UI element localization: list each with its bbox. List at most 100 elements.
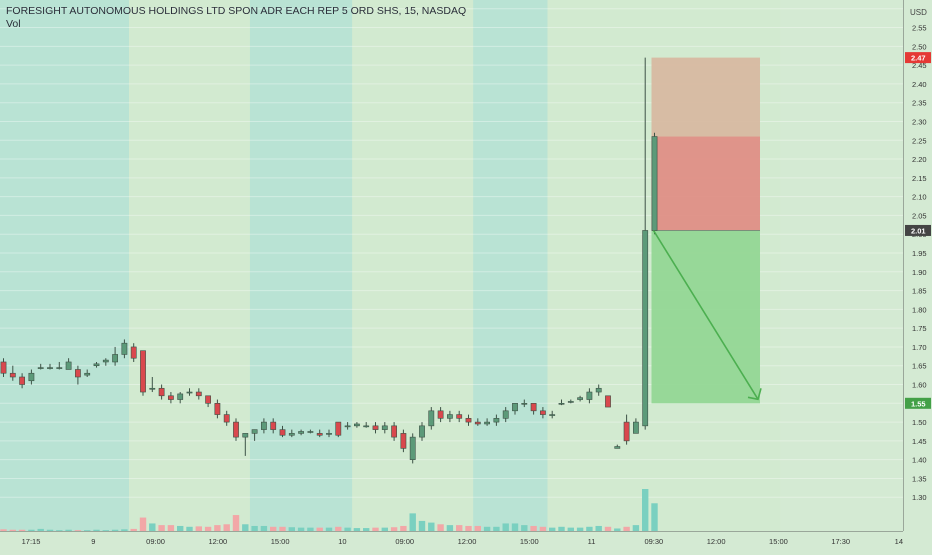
entry-price-tag[interactable]: 2.01 [911,226,926,235]
candle-body [279,429,286,436]
candle-body [512,403,518,412]
candle-body [47,367,53,369]
candle-body [530,403,537,412]
candle-body [558,403,565,405]
volume-bar [437,524,444,531]
candle-body [260,421,267,430]
candle-body [130,346,137,359]
volume-bar [177,525,184,531]
price-tick-label: 1.40 [912,456,927,465]
price-tick-label: 1.50 [912,418,927,427]
price-tick-label: 2.40 [912,80,927,89]
stop-loss-zone[interactable] [651,136,761,231]
time-tick-label: 10 [338,537,346,546]
price-tick-label: 1.70 [912,343,927,352]
candle-body [577,397,583,400]
volume-bar [353,528,361,531]
candle-body [437,410,444,419]
arrow-head[interactable] [747,388,762,401]
entry-price-tag-background[interactable] [905,224,931,236]
time-tick-label: 09:00 [146,537,165,546]
price-tick-label: 1.95 [912,249,927,258]
candle-body [344,425,351,428]
candle-body [37,367,44,369]
volume-bar [390,527,398,531]
session-band-b [129,0,250,531]
volume-bar [158,525,165,531]
candle-body [549,414,556,416]
target-price-tag-background[interactable] [905,397,931,409]
volume-bar [74,530,82,531]
candle-body [595,387,602,393]
volume-bar [297,527,305,531]
time-axis[interactable]: 17:15 9 09:00 12:00 15:00 10 09:00 12:00 15:00 11… [0,531,903,550]
candle-body [632,421,639,434]
time-tick-label: 17:15 [22,537,41,546]
volume-bar [483,526,491,531]
volume-bar [409,513,416,531]
candle-body [474,421,481,425]
candle-body [446,414,453,419]
volume-bar [632,525,640,531]
volume-bar [232,515,240,531]
position-tool[interactable] [651,57,761,404]
volume-bar [325,527,333,531]
price-tick-label: 1.75 [912,324,927,333]
volume-bar [567,527,574,531]
volume-bar [18,529,26,531]
volume-bar [651,503,658,531]
volume-bar [316,527,323,531]
candle-body [177,393,184,400]
price-axis[interactable]: 2.55 2.50 2.45 2.40 2.35 2.30 2.25 2.20 2.15 2.10… [903,0,932,550]
candle-body [56,367,63,369]
candle-body [149,387,156,390]
currency-label: USD [910,8,927,17]
target-arrow[interactable] [652,230,762,401]
candle-body [270,421,277,430]
volume-bar [260,525,268,531]
volume-bar [195,526,202,531]
candle-body [651,136,658,231]
volume-bar [214,525,221,531]
arrow-line[interactable] [652,230,759,400]
volume-bar [279,526,286,531]
price-tick-label: 1.65 [912,362,927,371]
candle-body [0,361,7,374]
time-tick-label: 09:30 [644,537,663,546]
candle-body [605,395,611,408]
candle-body [521,403,528,405]
candles-layer [0,57,658,464]
volume-bar [549,527,556,531]
volume-bar [623,526,630,531]
volume-bar [400,525,407,531]
price-tick-label: 2.25 [912,136,927,145]
candle-body [298,431,304,434]
price-tick-label: 1.90 [912,268,927,277]
volume-bar [604,526,612,531]
candle-body [214,403,221,415]
candle-body [195,391,202,397]
session-band-a [473,0,548,531]
volume-bar [28,529,35,531]
volume-bar [102,530,109,531]
stop-price-tag[interactable]: 2.47 [911,54,926,63]
time-tick-label: 12:00 [458,537,477,546]
target-price-tag[interactable]: 1.55 [911,399,926,408]
candle-body [316,433,323,436]
candle-body [642,230,649,427]
volume-bar [595,525,602,531]
stop-loss-zone-upper[interactable] [651,57,761,137]
time-tick-label: 9 [91,537,95,546]
candle-body [391,425,397,438]
candle-body [586,391,593,400]
volume-indicator-label[interactable]: Vol [6,18,21,30]
candle-body [242,433,249,438]
stop-price-tag-background[interactable] [905,52,931,64]
volume-bar [130,528,137,531]
candle-body [65,361,72,370]
candle-body [75,369,81,378]
candle-body [9,372,16,378]
volume-bar [84,530,91,531]
